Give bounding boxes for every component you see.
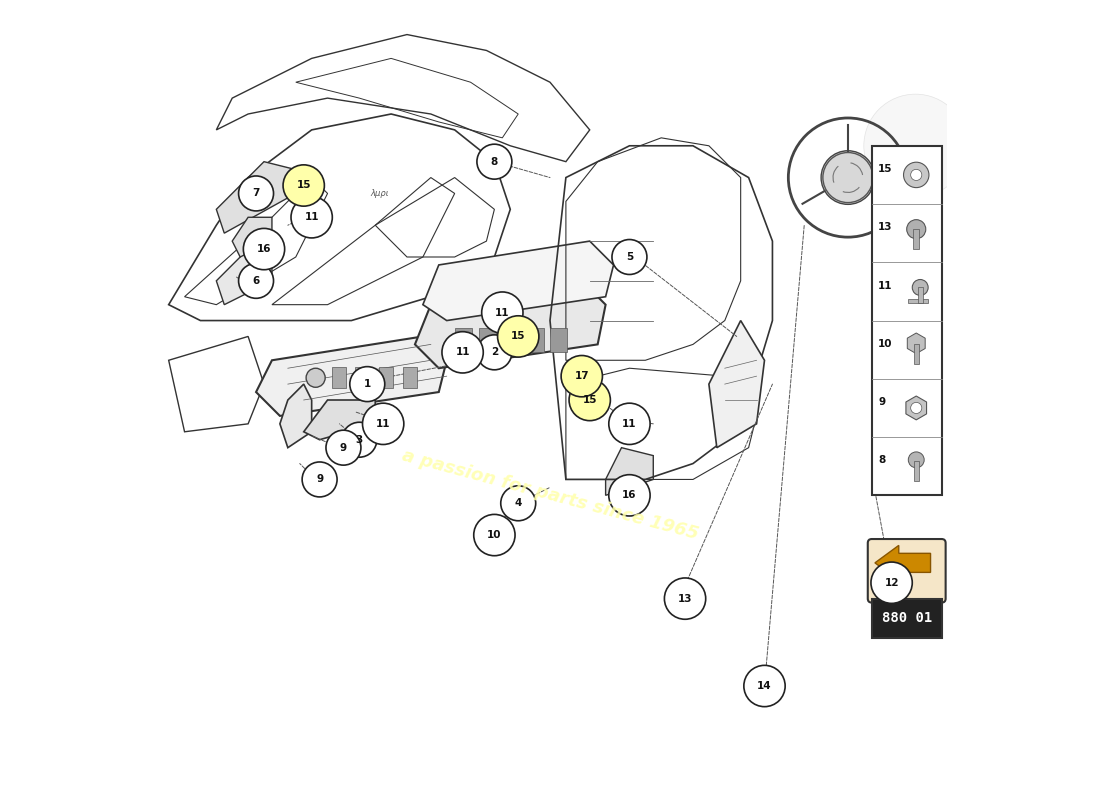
FancyBboxPatch shape <box>872 598 942 638</box>
Circle shape <box>482 292 522 334</box>
Circle shape <box>283 165 324 206</box>
Bar <box>526 329 543 352</box>
Text: 11: 11 <box>623 419 637 429</box>
Circle shape <box>292 197 332 238</box>
Circle shape <box>664 578 706 619</box>
Text: 3: 3 <box>355 434 363 445</box>
Circle shape <box>442 332 483 373</box>
Text: 9: 9 <box>340 442 346 453</box>
Text: 5: 5 <box>626 252 634 262</box>
Text: 15: 15 <box>512 331 526 342</box>
Bar <box>917 287 923 303</box>
Bar <box>914 344 920 364</box>
Text: λμρι: λμρι <box>370 189 388 198</box>
Text: 11: 11 <box>455 347 470 358</box>
Circle shape <box>239 176 274 211</box>
Circle shape <box>243 229 285 270</box>
Polygon shape <box>304 400 375 440</box>
Bar <box>909 298 928 303</box>
Polygon shape <box>708 321 764 448</box>
Text: 4: 4 <box>515 498 521 508</box>
Circle shape <box>871 562 912 603</box>
Circle shape <box>302 462 337 497</box>
FancyBboxPatch shape <box>868 539 946 602</box>
Circle shape <box>821 150 875 204</box>
Polygon shape <box>606 448 653 495</box>
Circle shape <box>363 403 404 445</box>
Circle shape <box>608 474 650 516</box>
Circle shape <box>326 430 361 465</box>
Text: 15: 15 <box>297 181 311 190</box>
Text: 2: 2 <box>491 347 498 358</box>
Text: 8: 8 <box>491 157 498 166</box>
Text: 17: 17 <box>574 371 590 381</box>
Text: 9: 9 <box>316 474 323 485</box>
Text: 11: 11 <box>878 281 892 290</box>
Circle shape <box>612 239 647 274</box>
Circle shape <box>477 335 512 370</box>
Circle shape <box>350 366 385 402</box>
Text: 11: 11 <box>495 308 509 318</box>
Bar <box>331 367 345 388</box>
Text: 8: 8 <box>878 455 886 466</box>
Polygon shape <box>415 281 606 368</box>
Text: a passion for parts since 1965: a passion for parts since 1965 <box>399 447 701 544</box>
Circle shape <box>912 279 928 295</box>
Circle shape <box>909 452 924 468</box>
Text: 16: 16 <box>256 244 272 254</box>
Text: 10: 10 <box>878 339 892 349</box>
Circle shape <box>823 153 873 202</box>
Bar <box>355 367 370 388</box>
Polygon shape <box>256 337 447 416</box>
Polygon shape <box>279 384 311 448</box>
Circle shape <box>497 316 539 357</box>
Polygon shape <box>906 396 926 420</box>
Circle shape <box>911 402 922 414</box>
Polygon shape <box>232 218 272 257</box>
Polygon shape <box>874 546 931 580</box>
Polygon shape <box>217 162 296 233</box>
Text: 10: 10 <box>487 530 502 540</box>
Circle shape <box>903 162 929 188</box>
Circle shape <box>474 514 515 556</box>
Circle shape <box>477 144 512 179</box>
Polygon shape <box>422 241 614 321</box>
Circle shape <box>744 666 785 706</box>
Circle shape <box>608 403 650 445</box>
FancyBboxPatch shape <box>872 146 942 495</box>
Bar <box>550 329 568 352</box>
Circle shape <box>306 368 326 387</box>
Circle shape <box>911 170 922 181</box>
Bar <box>913 229 920 249</box>
Text: 6: 6 <box>252 276 260 286</box>
Text: 11: 11 <box>305 212 319 222</box>
Bar <box>454 329 472 352</box>
Bar <box>403 367 417 388</box>
Text: 9: 9 <box>878 397 886 407</box>
Bar <box>503 329 520 352</box>
Text: 12: 12 <box>884 578 899 588</box>
Text: 13: 13 <box>678 594 692 604</box>
Text: 15: 15 <box>878 164 892 174</box>
Text: 13: 13 <box>878 222 892 232</box>
Polygon shape <box>908 333 925 354</box>
Circle shape <box>906 220 926 238</box>
Text: 16: 16 <box>623 490 637 500</box>
Circle shape <box>569 379 611 421</box>
Bar <box>478 329 496 352</box>
Text: 7: 7 <box>252 189 260 198</box>
Text: 880 01: 880 01 <box>881 611 932 626</box>
Bar <box>379 367 394 388</box>
Text: 11: 11 <box>376 419 390 429</box>
Polygon shape <box>217 241 272 305</box>
Circle shape <box>342 422 377 457</box>
Circle shape <box>239 263 274 298</box>
Text: 14: 14 <box>757 681 772 691</box>
Circle shape <box>561 355 603 397</box>
Bar <box>914 461 918 481</box>
Circle shape <box>500 486 536 521</box>
Circle shape <box>864 94 967 198</box>
Text: 15: 15 <box>583 395 597 405</box>
Text: 1: 1 <box>364 379 371 389</box>
